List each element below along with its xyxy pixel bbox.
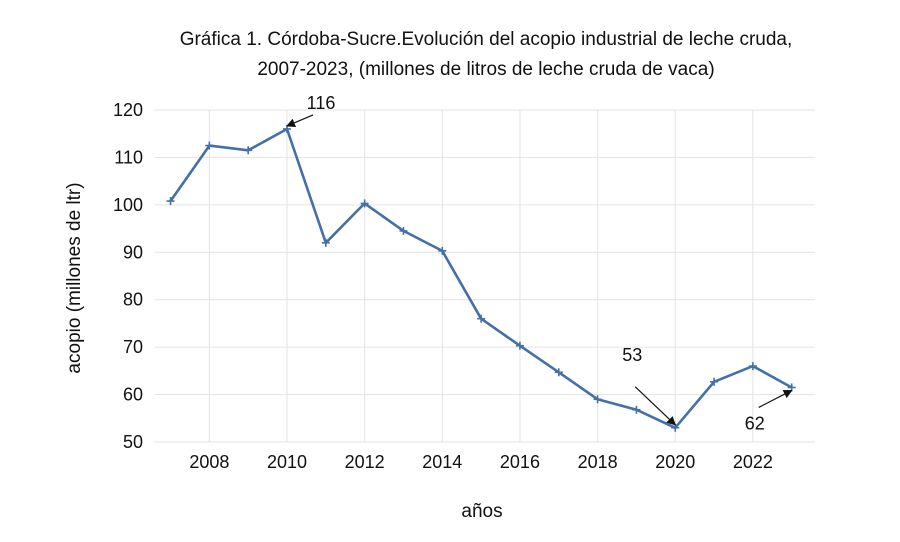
chart-title-line-1: Gráfica 1. Córdoba-Sucre.Evolución del a… bbox=[180, 29, 793, 50]
data-point bbox=[748, 362, 757, 371]
x-axis-label: años bbox=[461, 501, 502, 522]
y-tick-label: 100 bbox=[113, 195, 143, 215]
data-point bbox=[632, 405, 641, 414]
x-tick-label: 2020 bbox=[655, 452, 695, 472]
y-tick-label: 60 bbox=[123, 385, 143, 405]
data-point bbox=[321, 238, 330, 247]
x-tick-label: 2010 bbox=[267, 452, 307, 472]
data-point bbox=[166, 197, 175, 206]
data-point bbox=[515, 341, 524, 350]
annotation-label: 116 bbox=[307, 93, 336, 113]
x-tick-label: 2012 bbox=[345, 452, 385, 472]
data-point bbox=[205, 141, 214, 150]
annotation-arrow bbox=[758, 389, 793, 408]
data-point bbox=[593, 395, 602, 404]
annotation-label: 62 bbox=[745, 413, 765, 433]
y-tick-label: 70 bbox=[123, 337, 143, 357]
x-tick-label: 2016 bbox=[500, 452, 540, 472]
y-tick-label: 50 bbox=[123, 432, 143, 452]
x-axis-ticks: 2008 2010 2012 2014 2016 2018 2020 2022 bbox=[189, 452, 773, 472]
series-layer bbox=[166, 124, 796, 432]
data-point bbox=[477, 314, 486, 323]
data-point bbox=[360, 199, 369, 208]
x-tick-label: 2008 bbox=[189, 452, 229, 472]
chart-title-line-2: 2007-2023, (millones de litros de leche … bbox=[257, 59, 714, 80]
data-point bbox=[244, 146, 253, 155]
y-axis-label: acopio (millones de ltr) bbox=[64, 182, 85, 373]
series-line bbox=[169, 127, 793, 430]
data-point bbox=[399, 226, 408, 235]
annotation-arrow bbox=[286, 114, 314, 127]
x-tick-label: 2022 bbox=[733, 452, 773, 472]
annotation-arrow bbox=[634, 386, 676, 426]
data-point bbox=[554, 368, 563, 377]
data-point bbox=[710, 377, 719, 386]
y-tick-label: 120 bbox=[113, 100, 143, 120]
annotations: 116 53 62 bbox=[286, 93, 793, 433]
gridlines bbox=[155, 109, 815, 443]
x-tick-label: 2018 bbox=[578, 452, 618, 472]
y-tick-label: 80 bbox=[123, 290, 143, 310]
x-tick-label: 2014 bbox=[422, 452, 462, 472]
annotation-label: 53 bbox=[622, 345, 642, 365]
y-tick-label: 110 bbox=[114, 147, 143, 167]
data-point bbox=[438, 246, 447, 255]
y-tick-label: 90 bbox=[123, 242, 143, 262]
y-axis-ticks: 50 60 70 80 90 100 110 120 bbox=[113, 100, 143, 452]
